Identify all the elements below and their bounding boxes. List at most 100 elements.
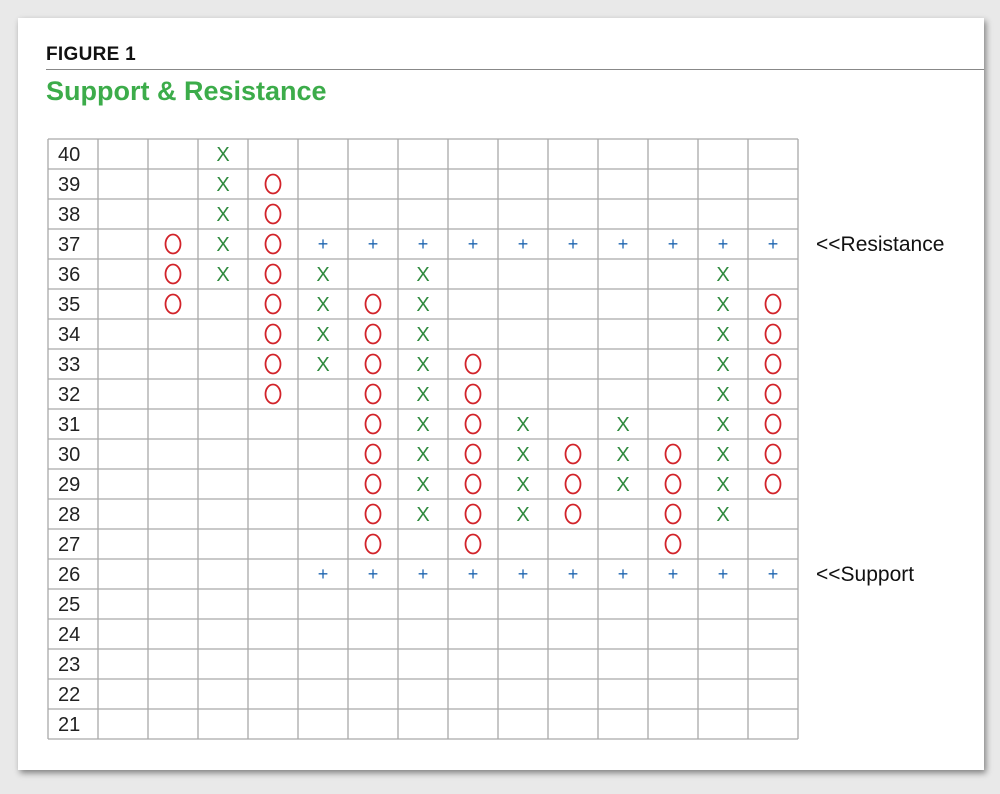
resistance-plus-mark: + bbox=[318, 234, 329, 254]
x-mark: X bbox=[216, 264, 229, 286]
price-label: 23 bbox=[58, 654, 80, 676]
x-mark: X bbox=[616, 414, 629, 436]
support-plus-mark: + bbox=[718, 564, 729, 584]
support-plus-mark: + bbox=[518, 564, 529, 584]
x-mark: X bbox=[716, 384, 729, 406]
x-mark: X bbox=[216, 174, 229, 196]
price-label: 27 bbox=[58, 534, 80, 556]
o-mark bbox=[264, 263, 282, 285]
o-mark bbox=[564, 503, 582, 525]
x-mark: X bbox=[516, 474, 529, 496]
o-mark bbox=[364, 533, 382, 555]
price-label: 31 bbox=[58, 414, 80, 436]
o-mark bbox=[464, 443, 482, 465]
price-label: 32 bbox=[58, 384, 80, 406]
x-mark: X bbox=[716, 504, 729, 526]
price-label: 36 bbox=[58, 264, 80, 286]
resistance-plus-mark: + bbox=[618, 234, 629, 254]
support-plus-mark: + bbox=[418, 564, 429, 584]
x-mark: X bbox=[416, 384, 429, 406]
x-mark: X bbox=[616, 474, 629, 496]
o-mark bbox=[764, 413, 782, 435]
o-mark bbox=[364, 353, 382, 375]
x-mark: X bbox=[416, 294, 429, 316]
support-plus-mark: + bbox=[318, 564, 329, 584]
price-label: 40 bbox=[58, 144, 80, 166]
price-label: 38 bbox=[58, 204, 80, 226]
header-rule bbox=[46, 69, 984, 70]
x-mark: X bbox=[616, 444, 629, 466]
price-label: 37 bbox=[58, 234, 80, 256]
x-mark: X bbox=[516, 504, 529, 526]
price-label: 22 bbox=[58, 684, 80, 706]
price-label: 28 bbox=[58, 504, 80, 526]
resistance-plus-mark: + bbox=[368, 234, 379, 254]
price-label: 34 bbox=[58, 324, 80, 346]
figure-label: FIGURE 1 bbox=[46, 44, 137, 65]
x-mark: X bbox=[416, 324, 429, 346]
x-mark: X bbox=[216, 144, 229, 166]
o-mark bbox=[764, 383, 782, 405]
o-mark bbox=[764, 323, 782, 345]
o-mark bbox=[464, 353, 482, 375]
o-mark bbox=[464, 383, 482, 405]
x-mark: X bbox=[516, 444, 529, 466]
price-label: 26 bbox=[58, 564, 80, 586]
o-mark bbox=[564, 473, 582, 495]
price-label: 30 bbox=[58, 444, 80, 466]
x-mark: X bbox=[716, 354, 729, 376]
x-mark: X bbox=[316, 294, 329, 316]
support-plus-mark: + bbox=[668, 564, 679, 584]
price-label: 29 bbox=[58, 474, 80, 496]
o-mark bbox=[264, 323, 282, 345]
support-plus-mark: + bbox=[568, 564, 579, 584]
o-mark bbox=[664, 443, 682, 465]
support-plus-mark: + bbox=[468, 564, 479, 584]
x-mark: X bbox=[216, 234, 229, 256]
x-mark: X bbox=[416, 444, 429, 466]
x-mark: X bbox=[716, 324, 729, 346]
o-mark bbox=[364, 443, 382, 465]
chart-title: Support & Resistance bbox=[46, 76, 327, 106]
x-mark: X bbox=[716, 414, 729, 436]
price-label: 39 bbox=[58, 174, 80, 196]
x-mark: X bbox=[516, 414, 529, 436]
o-mark bbox=[164, 263, 182, 285]
x-mark: X bbox=[416, 474, 429, 496]
x-mark: X bbox=[716, 444, 729, 466]
resistance-plus-mark: + bbox=[518, 234, 529, 254]
x-mark: X bbox=[416, 504, 429, 526]
figure-card bbox=[18, 18, 984, 770]
o-mark bbox=[264, 353, 282, 375]
o-mark bbox=[464, 533, 482, 555]
o-mark bbox=[464, 503, 482, 525]
price-label: 33 bbox=[58, 354, 80, 376]
o-mark bbox=[264, 383, 282, 405]
x-mark: X bbox=[216, 204, 229, 226]
o-mark bbox=[364, 293, 382, 315]
resistance-plus-mark: + bbox=[768, 234, 779, 254]
price-label: 24 bbox=[58, 624, 80, 646]
o-mark bbox=[464, 413, 482, 435]
x-mark: X bbox=[716, 264, 729, 286]
o-mark bbox=[664, 503, 682, 525]
x-mark: X bbox=[316, 354, 329, 376]
o-mark bbox=[364, 383, 382, 405]
o-mark bbox=[264, 233, 282, 255]
o-mark bbox=[264, 173, 282, 195]
o-mark bbox=[364, 503, 382, 525]
price-label: 21 bbox=[58, 714, 80, 736]
resistance-plus-mark: + bbox=[568, 234, 579, 254]
o-mark bbox=[264, 293, 282, 315]
x-mark: X bbox=[716, 294, 729, 316]
support-plus-mark: + bbox=[368, 564, 379, 584]
x-mark: X bbox=[416, 414, 429, 436]
resistance-label: <<Resistance bbox=[816, 233, 944, 256]
o-mark bbox=[764, 443, 782, 465]
o-mark bbox=[364, 413, 382, 435]
price-label: 25 bbox=[58, 594, 80, 616]
x-mark: X bbox=[716, 474, 729, 496]
o-mark bbox=[364, 473, 382, 495]
o-mark bbox=[364, 323, 382, 345]
